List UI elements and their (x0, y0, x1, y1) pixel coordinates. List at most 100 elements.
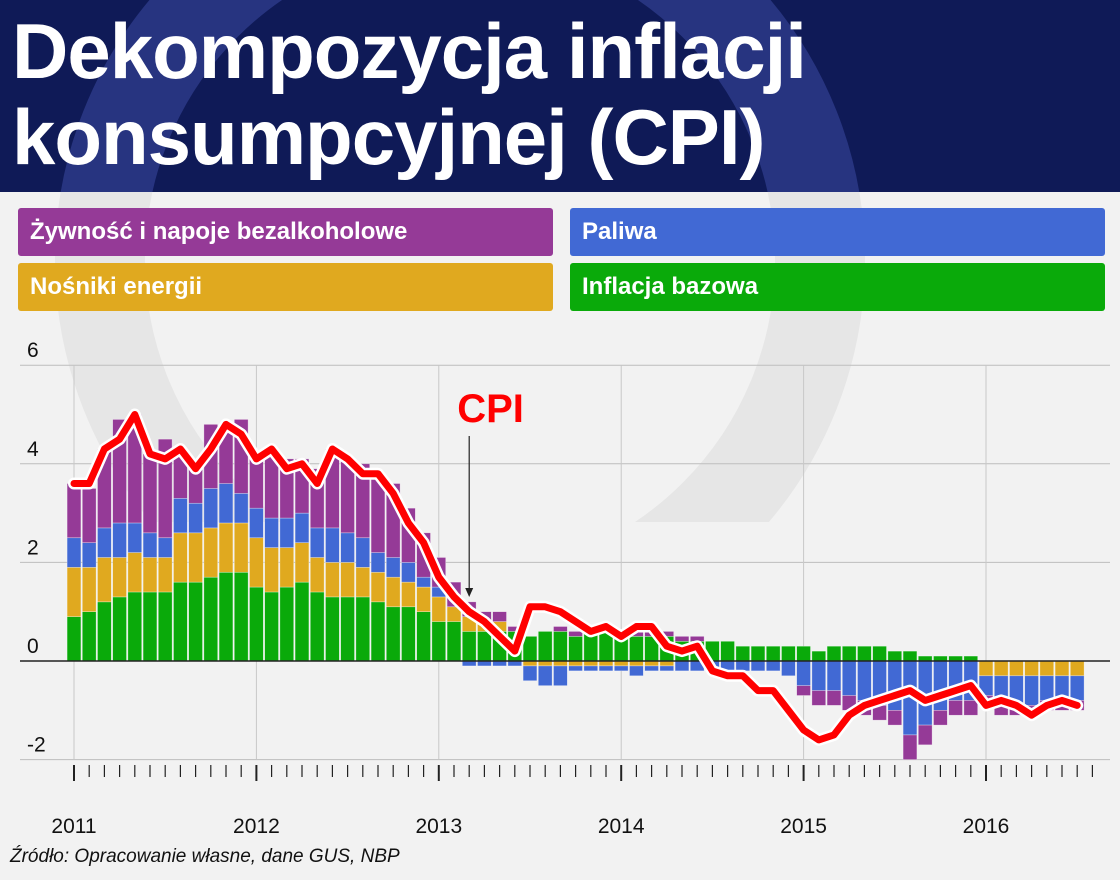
header-banner: Dekompozycja inflacji konsumpcyjnej (CPI… (0, 0, 1120, 192)
bar-core (340, 596, 355, 662)
bar-fuel (249, 507, 264, 539)
bar-core (279, 586, 294, 662)
bar-fuel (1024, 675, 1039, 706)
bar-energy (142, 557, 158, 593)
bar-core (355, 596, 370, 662)
bar-food (887, 709, 903, 726)
bar-food (66, 483, 82, 539)
bar-core (249, 586, 264, 662)
bar-core (826, 645, 842, 662)
bar-core (537, 631, 553, 662)
bar-core (750, 645, 766, 662)
bar-fuel (1070, 675, 1085, 701)
bar-core (781, 645, 796, 662)
bar-energy (993, 660, 1009, 677)
x-tick-label: 2014 (598, 815, 645, 838)
bar-core (446, 621, 462, 662)
legend-energy: Nośniki energii (18, 263, 553, 311)
bar-energy (234, 522, 249, 573)
background-decoration (55, 192, 865, 522)
bar-energy (1009, 660, 1024, 677)
bar-food (796, 685, 811, 696)
bar-energy (249, 537, 264, 588)
bar-food (948, 700, 963, 716)
bar-core (370, 601, 386, 662)
bar-energy (279, 547, 294, 588)
cpi-line (70, 411, 1081, 744)
bar-energy (97, 557, 112, 603)
bar-core (720, 640, 735, 662)
bar-energy (416, 586, 431, 612)
bar-energy (385, 576, 401, 608)
legend-fuel: Paliwa (570, 208, 1105, 256)
bar-energy (294, 542, 310, 583)
y-tick-label: 0 (27, 635, 39, 658)
bar-fuel (370, 552, 386, 573)
bar-fuel (674, 660, 690, 672)
bar-energy (127, 552, 143, 593)
bar-fuel (279, 517, 294, 548)
bar-core (112, 596, 127, 662)
bar-fuel (537, 665, 553, 686)
bar-food (933, 709, 948, 726)
bar-fuel (264, 517, 279, 548)
bar-energy (66, 567, 82, 617)
bar-core (887, 650, 903, 662)
bar-core (796, 645, 811, 662)
bar-core (431, 621, 446, 662)
bar-fuel (203, 488, 218, 529)
bar-energy (401, 581, 416, 608)
bar-fuel (613, 665, 629, 672)
x-tick-label: 2015 (780, 815, 827, 838)
bar-fuel (355, 537, 370, 568)
bar-fuel (112, 522, 127, 558)
bar-fuel (765, 660, 781, 672)
bar-core (97, 601, 112, 662)
bar-fuel (142, 532, 158, 558)
bar-food (142, 453, 158, 534)
bar-fuel (66, 537, 82, 568)
bar-core (82, 611, 97, 662)
bar-fuel (659, 665, 675, 672)
legend-core: Inflacja bazowa (570, 263, 1105, 311)
bar-energy (370, 571, 386, 603)
bar-fuel (781, 660, 796, 677)
y-tick-label: 4 (27, 438, 39, 461)
legend-food: Żywność i napoje bezalkoholowe (18, 208, 553, 256)
bar-fuel (127, 522, 143, 553)
bar-fuel (841, 660, 857, 696)
y-tick-label: 6 (27, 339, 39, 362)
bar-fuel (811, 660, 827, 691)
bar-fuel (629, 665, 644, 677)
bar-core (416, 611, 431, 662)
bar-core (66, 616, 82, 662)
bar-fuel (735, 660, 751, 672)
bar-food (492, 611, 507, 622)
source-note: Źródło: Opracowanie własne, dane GUS, NB… (10, 846, 400, 867)
bar-energy (1024, 660, 1039, 677)
bar-core (127, 591, 143, 662)
bar-fuel (309, 527, 325, 558)
bar-core (902, 650, 918, 662)
bar-fuel (416, 576, 431, 588)
x-tick-label: 2016 (963, 815, 1010, 838)
bar-core (841, 645, 857, 662)
bar-fuel (522, 665, 538, 682)
bar-core (401, 606, 416, 662)
bar-energy (218, 522, 234, 573)
bar-core (294, 581, 310, 662)
bar-food (826, 690, 842, 706)
bar-energy (1039, 660, 1055, 677)
x-tick-label: 2012 (233, 815, 280, 838)
bar-energy (188, 532, 203, 583)
bar-fuel (401, 562, 416, 583)
bar-energy (173, 532, 188, 583)
bar-core (385, 606, 401, 662)
bar-food (568, 631, 583, 637)
bar-fuel (325, 527, 340, 563)
bar-food (963, 700, 979, 716)
bar-energy (158, 557, 173, 593)
bar-core (811, 650, 827, 662)
bar-energy (82, 567, 97, 613)
bar-fuel (598, 665, 614, 672)
